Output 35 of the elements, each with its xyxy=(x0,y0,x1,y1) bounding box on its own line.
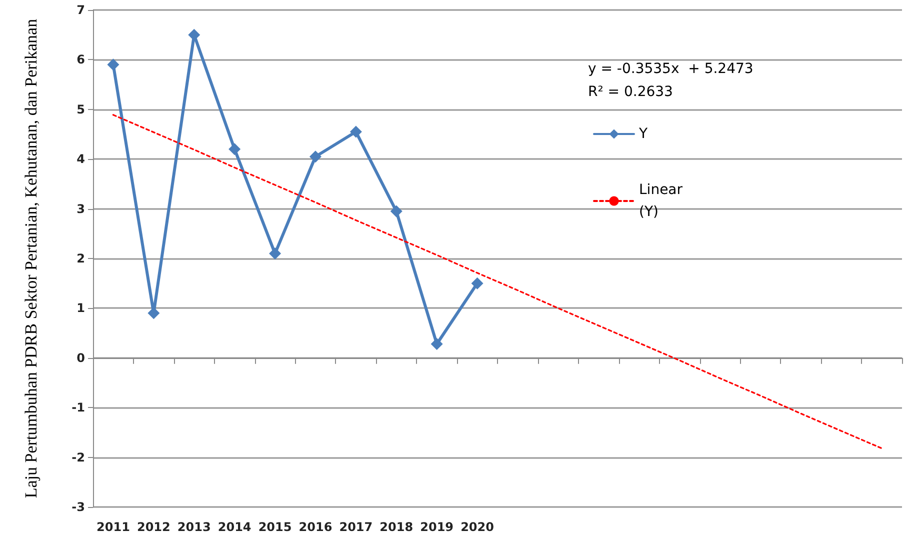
point xyxy=(269,248,282,260)
y-tick-label: 5 xyxy=(76,102,85,116)
annotation: y = -0.3535x + 5.2473 xyxy=(588,61,754,77)
y-tick-label: -1 xyxy=(72,400,85,415)
point xyxy=(350,126,362,138)
y-tick-label: 3 xyxy=(76,202,85,216)
y-tick-label: 1 xyxy=(76,301,85,316)
point xyxy=(309,150,322,163)
x-tick-label: 2020 xyxy=(460,520,494,533)
x-tick-label: 2015 xyxy=(258,520,292,533)
y-tick-label: -2 xyxy=(72,450,85,464)
legend-label: Linear (Y) xyxy=(639,182,687,220)
point xyxy=(471,277,484,290)
y-tick-label: 7 xyxy=(76,3,85,17)
y-tick-label: 6 xyxy=(76,52,85,67)
y-tick-label: -3 xyxy=(72,500,85,514)
legend-label: Y xyxy=(638,126,648,142)
y-tick-label: 4 xyxy=(76,152,85,166)
point xyxy=(430,338,443,350)
x-tick-label: 2018 xyxy=(380,520,414,533)
line-series xyxy=(112,114,883,450)
y-tick-label: 2 xyxy=(76,252,85,266)
point xyxy=(228,143,241,156)
x-tick-label: 2012 xyxy=(136,520,170,533)
annotation: R² = 0.2633 xyxy=(588,84,673,100)
x-tick-label: 2019 xyxy=(420,520,454,533)
x-tick-label: 2016 xyxy=(298,520,332,533)
x-tick-label: 2013 xyxy=(177,520,211,533)
x-tick-label: 2011 xyxy=(96,520,130,533)
point xyxy=(107,58,120,71)
y-axis-title: Laju Pertumbuhan PDRB Sektor Pertanian, Kehutanan, dan Perikanan xyxy=(22,18,40,498)
point xyxy=(390,205,402,218)
x-tick-label: 2017 xyxy=(339,520,373,533)
x-tick-label: 2014 xyxy=(218,520,252,533)
y-tick-label: 0 xyxy=(76,350,85,365)
